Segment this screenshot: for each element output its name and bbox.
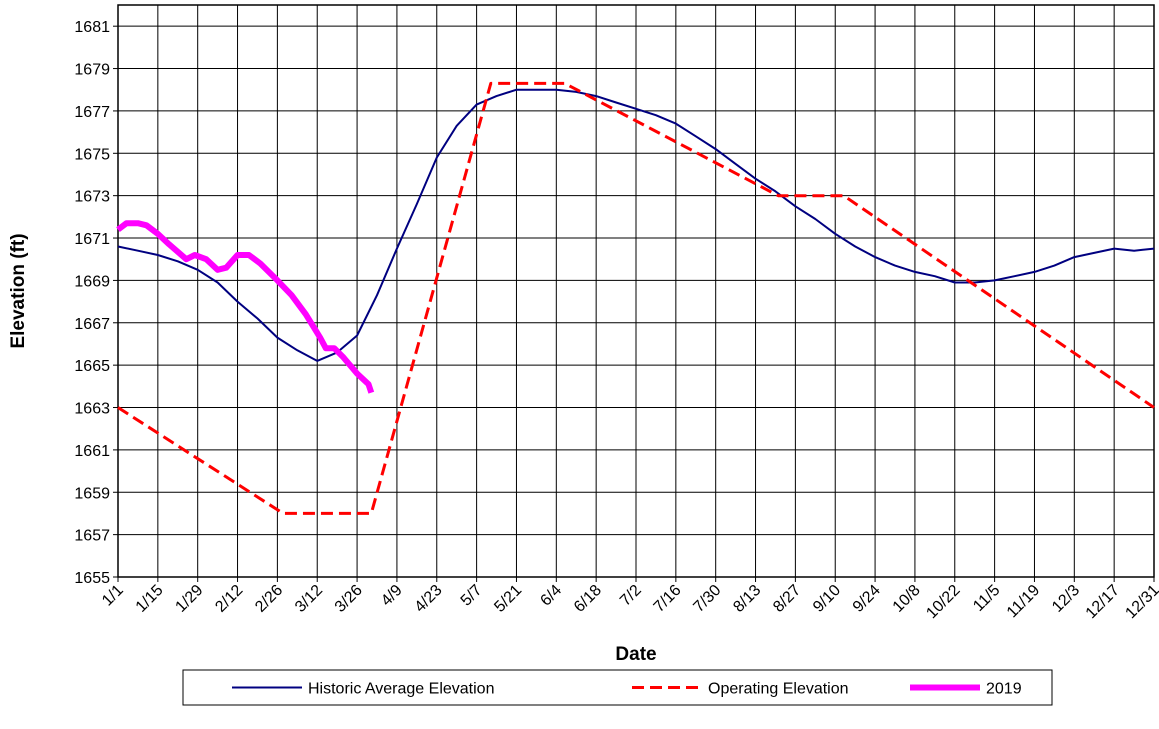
x-tick-label: 4/23: [412, 582, 446, 616]
y-tick-label: 1665: [74, 358, 110, 375]
x-tick-label: 12/17: [1083, 582, 1123, 622]
x-tick-label: 10/22: [923, 582, 963, 622]
legend-label: 2019: [986, 681, 1022, 698]
x-tick-label: 11/5: [970, 582, 1003, 615]
x-tick-label: 3/26: [332, 582, 366, 616]
y-tick-label: 1669: [74, 273, 110, 290]
x-tick-label: 4/9: [378, 582, 406, 610]
legend-box: [182, 669, 1053, 706]
y-tick-label: 1673: [74, 189, 110, 206]
series-line: [117, 81, 1155, 515]
legend-label: Operating Elevation: [708, 681, 849, 698]
y-tick-label: 1671: [74, 231, 110, 248]
y-tick-label: 1663: [74, 401, 110, 418]
y-tick-label: 1661: [74, 443, 110, 460]
y-tick-label: 1659: [74, 485, 110, 502]
x-tick-label: 7/2: [617, 582, 645, 610]
x-tick-label: 7/16: [651, 582, 685, 616]
legend-label: Historic Average Elevation: [308, 681, 494, 698]
series-line: [117, 88, 1155, 362]
x-tick-label: 6/4: [537, 582, 565, 610]
y-tick-label: 1679: [74, 62, 110, 79]
x-tick-label: 12/31: [1122, 582, 1159, 622]
y-tick-label: 1667: [74, 316, 110, 333]
series-line: [116, 220, 375, 394]
x-tick-label: 9/10: [810, 582, 844, 616]
y-tick-label: 1675: [74, 146, 110, 163]
x-tick-label: 2/26: [252, 582, 286, 616]
x-tick-label: 6/18: [571, 582, 605, 616]
plot-border: [117, 4, 1155, 578]
x-tick-label: 5/7: [458, 582, 486, 610]
y-tick-label: 1677: [74, 104, 110, 121]
y-axis-label: Elevation (ft): [8, 233, 29, 348]
x-tick-label: 8/27: [770, 582, 804, 616]
y-tick-label: 1681: [74, 19, 110, 36]
x-tick-label: 1/29: [172, 582, 206, 616]
x-tick-label: 12/3: [1049, 582, 1083, 616]
x-tick-label: 9/24: [850, 582, 884, 616]
x-axis-label: Date: [615, 644, 656, 665]
x-tick-label: 3/12: [292, 582, 326, 616]
x-tick-label: 11/19: [1004, 582, 1044, 622]
x-tick-label: 1/15: [133, 582, 167, 616]
x-tick-label: 2/12: [212, 582, 246, 616]
y-tick-label: 1657: [74, 528, 110, 545]
x-tick-label: 5/21: [491, 582, 525, 616]
x-tick-label: 10/8: [890, 582, 924, 616]
x-tick-label: 7/30: [690, 582, 724, 616]
y-tick-label: 1655: [74, 570, 110, 587]
x-tick-label: 8/13: [730, 582, 764, 616]
